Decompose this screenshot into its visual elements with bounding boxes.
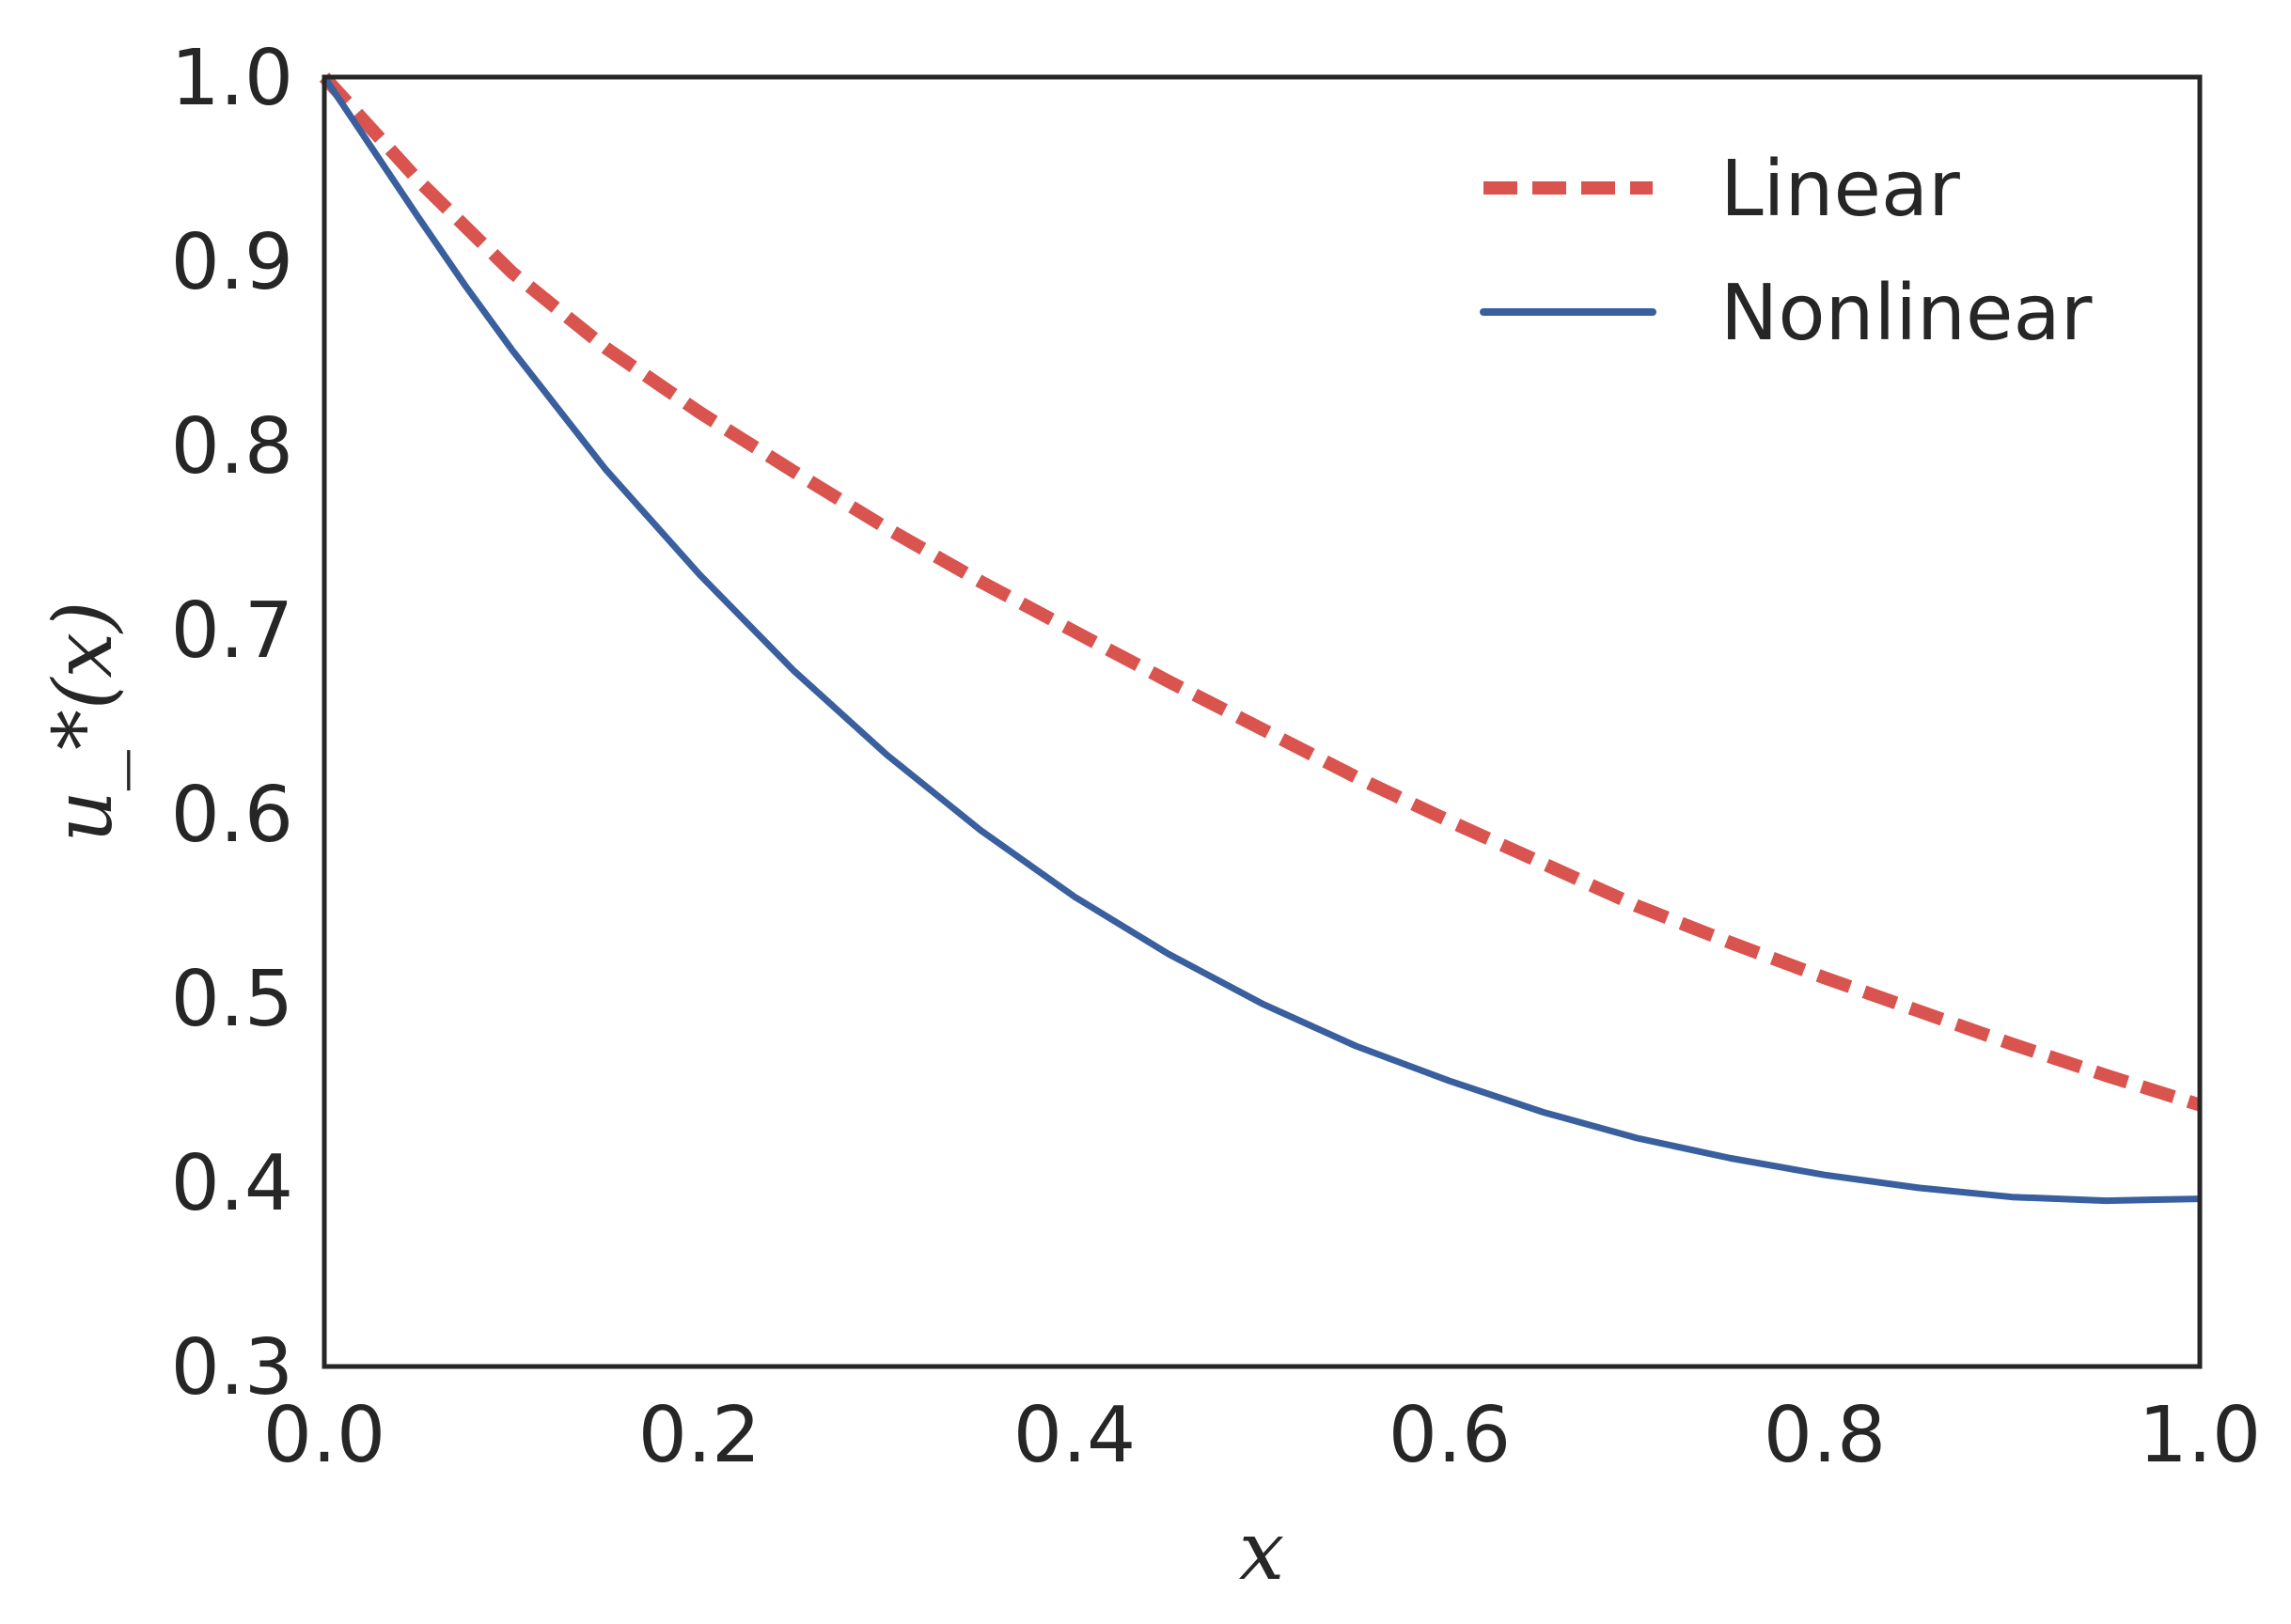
y-axis-label: u_*(x) [37, 601, 131, 843]
legend: Linear Nonlinear [1480, 145, 2093, 358]
x-tick-label: 0.8 [1764, 1391, 1886, 1480]
x-tick-label: 1.0 [2139, 1391, 2261, 1480]
y-tick-label: 1.0 [171, 34, 293, 123]
y-tick-label: 0.5 [171, 955, 293, 1044]
y-tick-labels: 0.3 0.4 0.5 0.6 0.7 0.8 0.9 1.0 [171, 34, 293, 1413]
y-tick-label: 0.7 [171, 586, 293, 676]
x-tick-label: 0.2 [638, 1391, 761, 1480]
x-tick-label: 0.4 [1013, 1391, 1136, 1480]
x-tick-label: 0.0 [263, 1391, 385, 1480]
series-line-linear [319, 72, 2203, 1112]
y-tick-label: 0.6 [171, 771, 293, 860]
y-tick-label: 0.4 [171, 1139, 293, 1228]
legend-label-linear: Linear [1720, 145, 1960, 234]
series-layer [319, 72, 2203, 1205]
y-tick-label: 0.9 [171, 218, 293, 307]
x-axis-label: x [1239, 1505, 1285, 1599]
x-tick-label: 0.6 [1389, 1391, 1511, 1480]
y-tick-label: 0.8 [171, 402, 293, 492]
x-tick-labels: 0.0 0.2 0.4 0.6 0.8 1.0 [263, 1391, 2261, 1480]
y-tick-label: 0.3 [171, 1323, 293, 1413]
series-line-nonlinear [322, 75, 2201, 1205]
legend-label-nonlinear: Nonlinear [1720, 269, 2093, 358]
plot-frame [322, 74, 2203, 1369]
